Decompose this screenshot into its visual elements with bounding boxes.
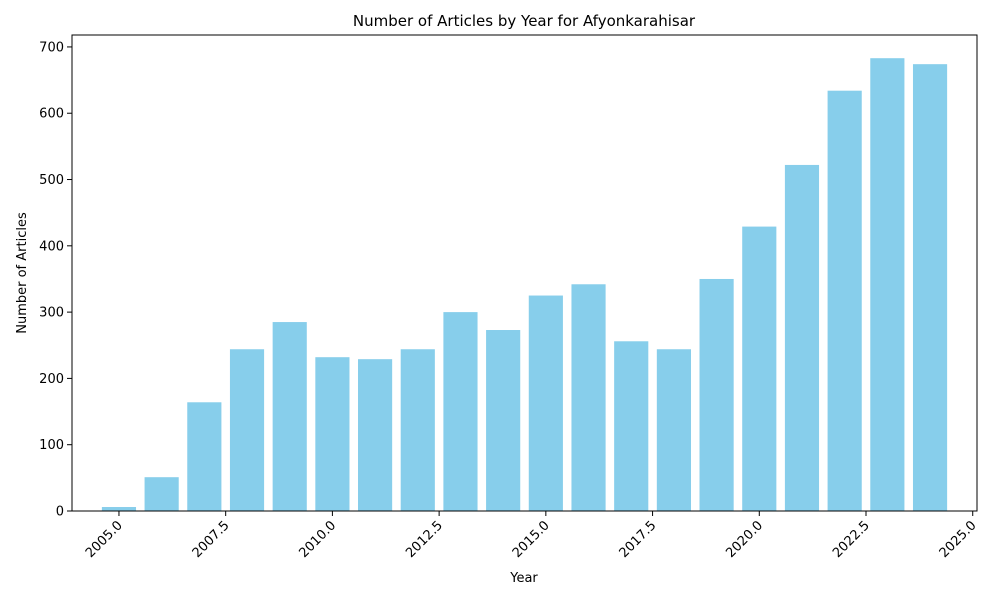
y-axis: 0 100 200 300 400 500 600 700: [39, 40, 72, 520]
bar-2014: [486, 330, 521, 511]
x-tick-label: 2025.0: [937, 518, 980, 561]
bar-2016: [571, 284, 606, 511]
bar-2023: [870, 58, 905, 511]
bar-2013: [443, 312, 478, 511]
bar-2005: [101, 507, 137, 511]
plot-frame: [71, 34, 978, 512]
x-tick-label: 2020.0: [723, 518, 766, 561]
x-axis: 2005.0 2007.5 2010.0 2012.5 2015.0 2017.5 2020…: [83, 511, 980, 561]
bar-2011: [358, 359, 393, 511]
bar-2020: [742, 226, 777, 511]
x-tick-label: 2015.0: [510, 518, 553, 561]
x-axis-label: Year: [509, 571, 538, 586]
x-tick-label: 2005.0: [83, 518, 126, 561]
bar-2017: [614, 341, 649, 511]
bar-2012: [400, 349, 435, 511]
bar-2021: [784, 164, 820, 511]
bar-2006: [144, 477, 179, 511]
bar-2018: [656, 349, 691, 511]
y-tick-label: 600: [39, 107, 64, 122]
bar-2010: [315, 357, 350, 511]
x-tick-label: 2022.5: [830, 518, 873, 561]
bar-2009: [272, 322, 307, 511]
y-tick-label: 0: [56, 505, 64, 520]
x-tick-label: 2017.5: [617, 518, 660, 561]
y-tick-label: 700: [39, 40, 64, 55]
y-tick-label: 400: [39, 239, 64, 254]
x-tick-label: 2007.5: [190, 518, 233, 561]
bars-group: [101, 58, 948, 512]
bar-2015: [528, 295, 563, 511]
y-tick-label: 100: [39, 438, 64, 453]
bar-2024: [912, 64, 948, 512]
y-tick-label: 300: [39, 306, 64, 321]
x-tick-label: 2012.5: [403, 518, 446, 561]
bar-2008: [229, 349, 265, 511]
y-tick-label: 500: [39, 173, 64, 188]
y-tick-label: 200: [39, 372, 64, 387]
x-tick-label: 2010.0: [296, 518, 339, 561]
bar-2019: [699, 278, 734, 511]
bar-2007: [187, 402, 222, 511]
y-axis-label: Number of Articles: [15, 212, 30, 334]
bar-2022: [827, 90, 862, 511]
chart-title: Number of Articles by Year for Afyonkara…: [353, 12, 696, 30]
